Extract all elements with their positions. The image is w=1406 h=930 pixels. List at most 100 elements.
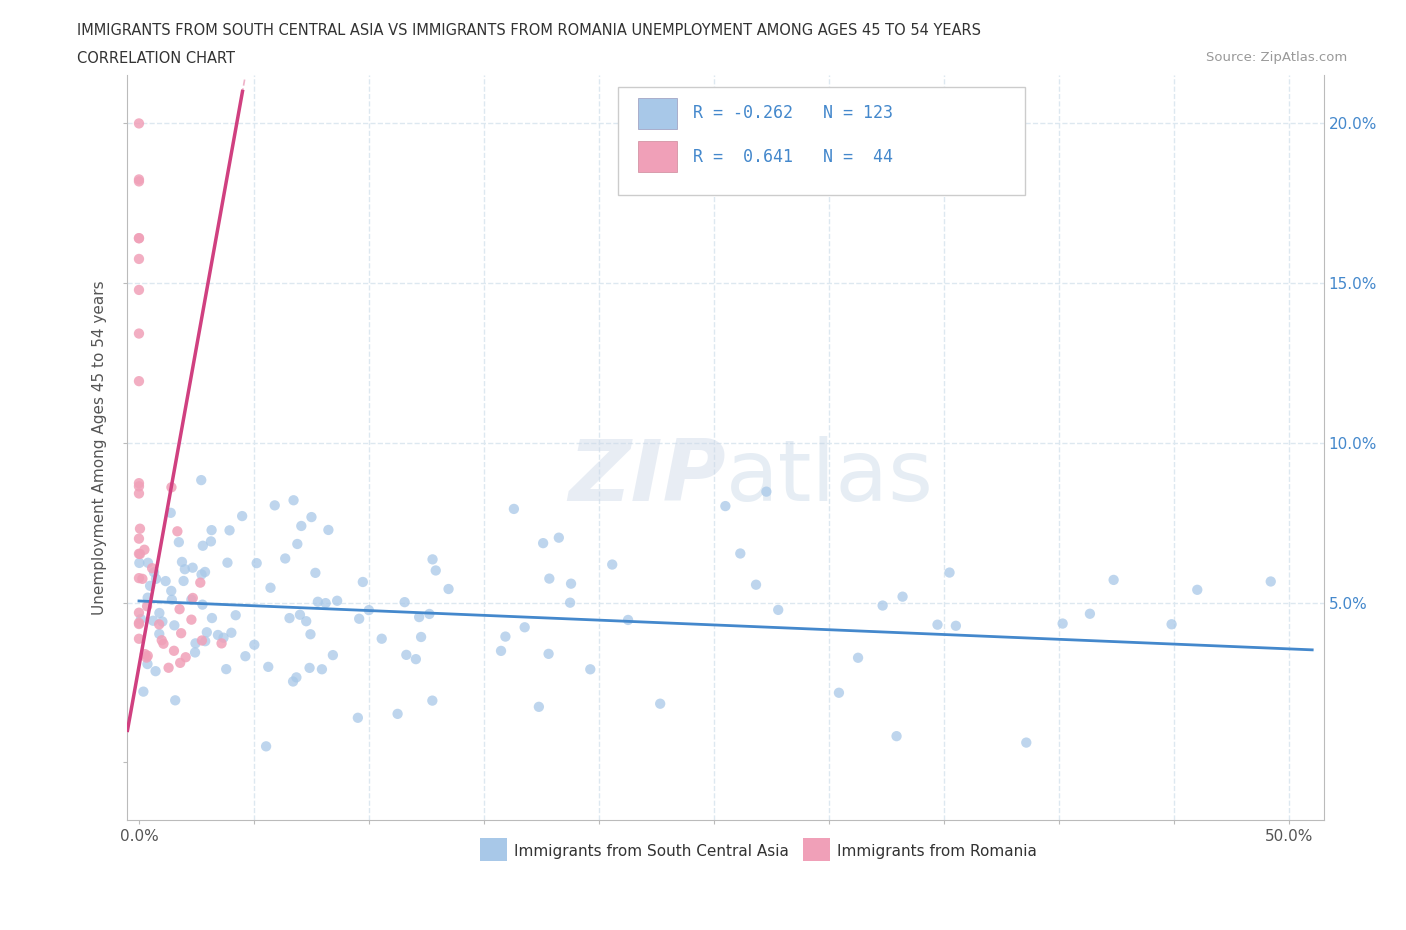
Point — [225, 608, 247, 623]
Point — [246, 556, 269, 571]
Text: IMMIGRANTS FROM SOUTH CENTRAL ASIA VS IMMIGRANTS FROM ROMANIA UNEMPLOYMENT AMONG: IMMIGRANTS FROM SOUTH CENTRAL ASIA VS IM… — [77, 23, 981, 38]
Point — [129, 612, 152, 627]
Point — [184, 636, 207, 651]
Point — [927, 618, 949, 632]
Point — [200, 523, 222, 538]
Point — [157, 660, 180, 675]
Text: R = -0.262   N = 123: R = -0.262 N = 123 — [693, 104, 893, 123]
Point — [131, 571, 153, 586]
Point — [425, 563, 447, 578]
Point — [538, 571, 561, 586]
Point — [846, 650, 869, 665]
Point — [938, 565, 960, 580]
FancyBboxPatch shape — [803, 839, 830, 861]
Point — [184, 645, 207, 660]
Point — [311, 662, 333, 677]
Point — [170, 554, 193, 569]
Point — [136, 657, 159, 671]
Point — [259, 580, 281, 595]
Point — [886, 729, 908, 744]
Point — [408, 610, 430, 625]
Point — [299, 627, 322, 642]
Point — [489, 644, 512, 658]
Point — [128, 616, 150, 631]
Point — [411, 630, 433, 644]
Point — [141, 561, 163, 576]
Point — [285, 537, 308, 551]
Point — [420, 693, 443, 708]
Point — [194, 565, 217, 579]
Point — [254, 739, 277, 754]
Point — [134, 646, 156, 661]
Point — [755, 485, 778, 499]
Point — [1078, 606, 1101, 621]
Point — [243, 637, 266, 652]
Point — [181, 591, 204, 605]
Point — [617, 613, 640, 628]
Point — [128, 617, 150, 631]
Point — [503, 501, 526, 516]
Point — [217, 555, 239, 570]
Point — [600, 557, 623, 572]
Point — [295, 614, 318, 629]
Point — [307, 594, 329, 609]
Point — [221, 625, 243, 640]
Point — [326, 593, 349, 608]
Point — [173, 574, 195, 589]
Point — [135, 650, 157, 665]
Point — [531, 536, 554, 551]
Point — [136, 648, 159, 663]
Point — [148, 617, 170, 631]
Point — [714, 498, 737, 513]
FancyBboxPatch shape — [638, 141, 676, 172]
Point — [173, 562, 195, 577]
Point — [579, 662, 602, 677]
Point — [315, 596, 337, 611]
Point — [278, 611, 301, 626]
Point — [527, 699, 550, 714]
Point — [215, 661, 238, 676]
Point — [136, 591, 159, 605]
Point — [288, 607, 311, 622]
Text: Immigrants from South Central Asia: Immigrants from South Central Asia — [513, 844, 789, 858]
Point — [180, 612, 202, 627]
Point — [257, 659, 280, 674]
Point — [195, 625, 218, 640]
Point — [1052, 616, 1074, 631]
Point — [128, 605, 150, 620]
Point — [165, 693, 187, 708]
Point — [159, 505, 181, 520]
Point — [650, 697, 672, 711]
Point — [128, 283, 150, 298]
Point — [190, 472, 212, 487]
Point — [128, 571, 150, 586]
Point — [139, 578, 162, 593]
Point — [200, 534, 222, 549]
Point — [128, 231, 150, 246]
Point — [1260, 574, 1282, 589]
Point — [170, 626, 193, 641]
Text: R =  0.641   N =  44: R = 0.641 N = 44 — [693, 148, 893, 166]
Point — [437, 581, 460, 596]
Point — [211, 636, 233, 651]
Point — [218, 523, 240, 538]
Point — [142, 613, 165, 628]
Point — [188, 576, 211, 591]
Point — [1102, 573, 1125, 588]
Point — [128, 476, 150, 491]
Point — [212, 631, 235, 645]
Point — [128, 251, 150, 266]
Point — [235, 649, 257, 664]
Point — [128, 531, 150, 546]
Point — [155, 574, 177, 589]
Point — [145, 571, 167, 586]
Point — [128, 174, 150, 189]
Point — [174, 650, 197, 665]
Point — [347, 611, 370, 626]
Point — [136, 599, 159, 614]
Point — [418, 606, 440, 621]
Point — [207, 628, 229, 643]
Point — [194, 633, 217, 648]
Point — [148, 627, 170, 642]
Point — [945, 618, 967, 633]
